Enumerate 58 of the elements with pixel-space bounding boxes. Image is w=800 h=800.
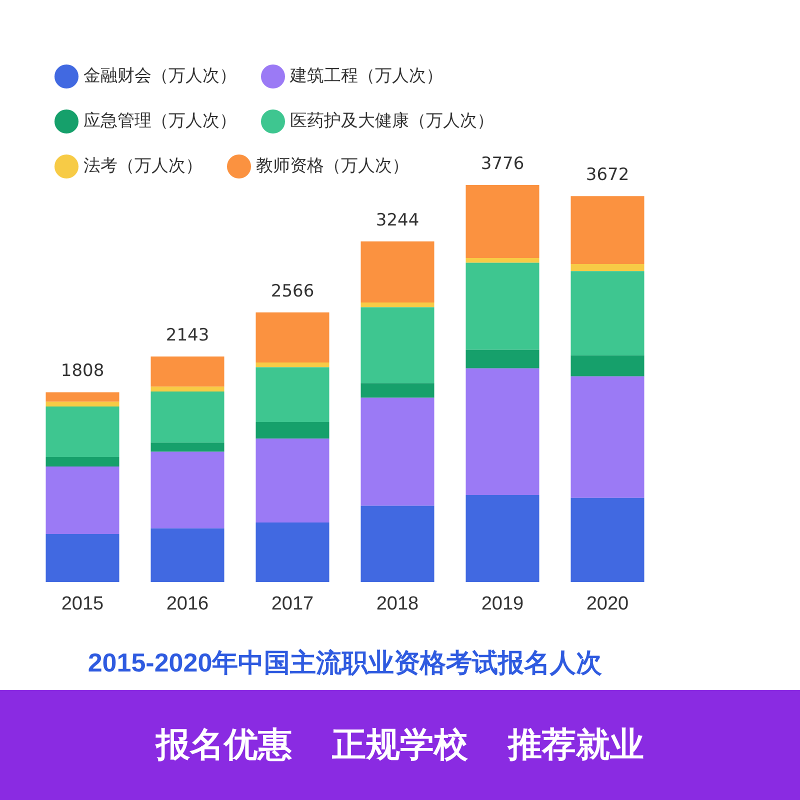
bar (256, 422, 330, 439)
x-tick-label: 2016 (166, 594, 209, 615)
legend-label: 金融财会（万人次） (84, 66, 236, 86)
legend-label: 教师资格（万人次） (256, 156, 409, 176)
x-tick-label: 2018 (376, 594, 419, 615)
x-tick-label: 2017 (271, 594, 314, 615)
legend-label: 建筑工程（万人次） (289, 66, 443, 86)
bar (150, 528, 224, 582)
x-tick-label: 2015 (61, 594, 104, 615)
annotation: 3672 (586, 165, 630, 186)
text: 报名优惠 (156, 724, 292, 767)
bar (466, 258, 540, 263)
bar (360, 383, 434, 398)
bar (466, 262, 540, 350)
bar (46, 406, 120, 457)
bar (150, 442, 224, 452)
bar (360, 398, 434, 506)
bar (46, 392, 120, 402)
bar (256, 438, 330, 522)
bar (570, 264, 644, 272)
bar (466, 495, 540, 582)
bar (570, 355, 644, 376)
bar (570, 376, 644, 498)
bar (466, 185, 540, 258)
bar (46, 534, 120, 582)
bar (360, 302, 434, 308)
bar (360, 506, 434, 582)
bar (570, 498, 644, 582)
bar (466, 350, 540, 368)
annotation: 1808 (60, 361, 104, 382)
bar (256, 522, 330, 582)
text: 正规学校 (332, 724, 468, 767)
bar (150, 356, 224, 387)
bar (150, 452, 224, 528)
bar (256, 367, 330, 422)
bar (570, 196, 644, 264)
x-tick-label: 2020 (586, 594, 629, 615)
bar (150, 391, 224, 443)
bar (360, 307, 434, 384)
bar (46, 402, 120, 407)
annotation: 2566 (270, 281, 314, 302)
bar (150, 386, 224, 392)
annotation: 2143 (166, 325, 210, 346)
annotation: 3244 (376, 210, 420, 230)
bar (256, 362, 330, 368)
annotation: 3776 (480, 154, 524, 174)
bar (46, 466, 120, 534)
x-tick-label: 2019 (481, 594, 524, 615)
text: 2015-2020年中国主流职业资格考试报名人次 (88, 648, 604, 678)
bar (46, 456, 120, 466)
legend-label: 医药护及大健康（万人次） (290, 111, 494, 130)
bar (360, 241, 434, 303)
legend-label: 法考（万人次） (84, 156, 202, 176)
legend-label: 应急管理（万人次） (84, 111, 236, 130)
bar (570, 271, 644, 356)
bar (256, 312, 330, 362)
bar (466, 368, 540, 496)
text: 推荐就业 (508, 724, 644, 767)
